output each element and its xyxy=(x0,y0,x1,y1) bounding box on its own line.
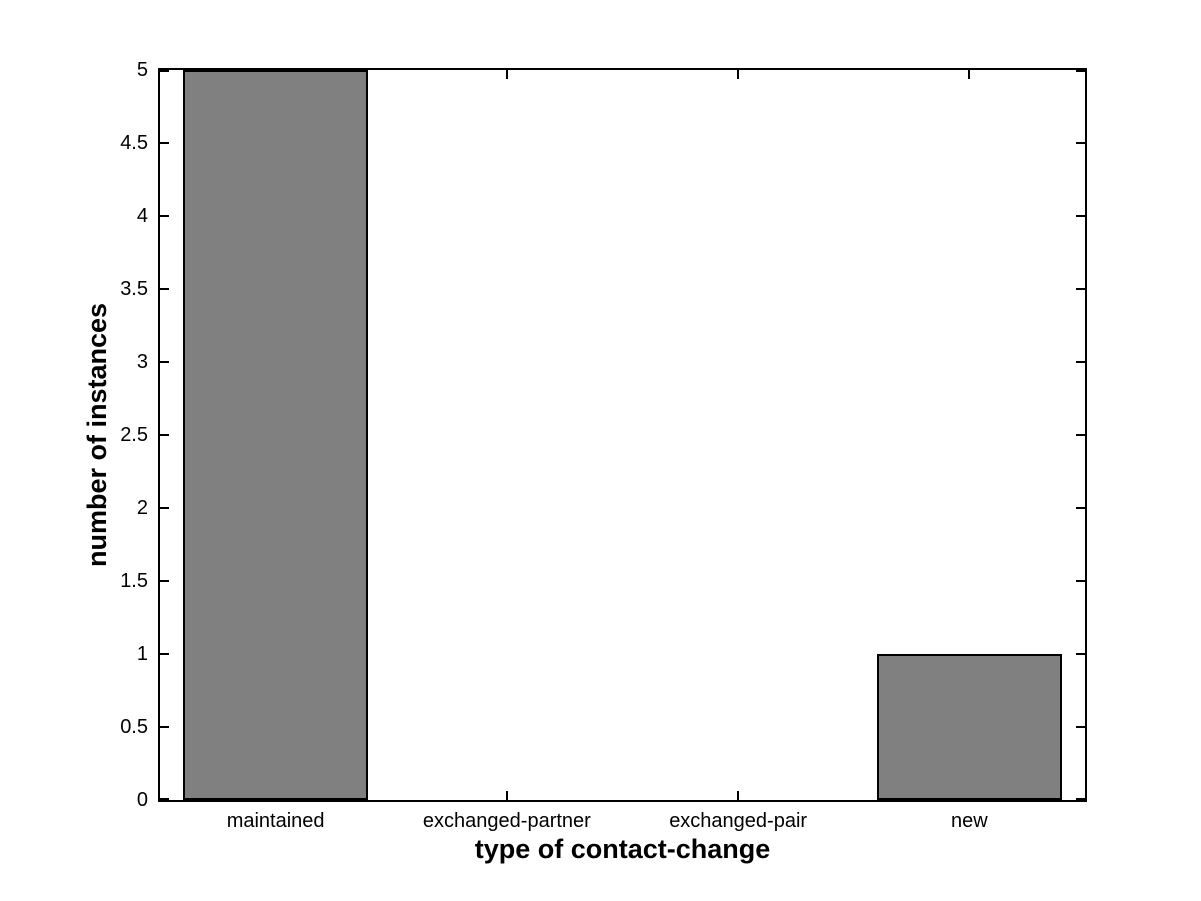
y-tick-label: 4.5 xyxy=(120,132,148,154)
y-tick-label: 2.5 xyxy=(120,424,148,446)
y-tick-left xyxy=(160,361,169,363)
y-tick-left xyxy=(160,215,169,217)
y-tick-left xyxy=(160,798,169,800)
y-tick-label: 1 xyxy=(136,643,148,665)
y-tick-right xyxy=(1076,653,1085,655)
x-tick-bottom xyxy=(505,791,508,800)
x-tick-label: exchanged-pair xyxy=(669,810,808,832)
plot-area xyxy=(158,68,1087,802)
x-tick-label: new xyxy=(951,810,988,832)
x-tick-top xyxy=(968,70,971,79)
bar-maintained xyxy=(183,70,369,800)
y-tick-right xyxy=(1076,215,1085,217)
y-tick-label: 1.5 xyxy=(120,570,148,592)
x-tick-top xyxy=(737,70,740,79)
y-tick-right xyxy=(1076,580,1085,582)
y-tick-left xyxy=(160,726,169,728)
y-tick-right xyxy=(1076,142,1085,144)
y-tick-right xyxy=(1076,507,1085,509)
y-tick-label: 3.5 xyxy=(120,278,148,300)
y-tick-label: 0 xyxy=(136,789,148,811)
y-tick-right xyxy=(1076,70,1085,72)
y-tick-right xyxy=(1076,361,1085,363)
y-tick-right xyxy=(1076,288,1085,290)
y-tick-label: 2 xyxy=(136,497,148,519)
x-tick-label: exchanged-partner xyxy=(422,810,591,832)
y-tick-left xyxy=(160,288,169,290)
y-tick-left xyxy=(160,70,169,72)
y-tick-left xyxy=(160,580,169,582)
y-tick-left xyxy=(160,142,169,144)
x-tick-top xyxy=(505,70,508,79)
y-tick-label: 0.5 xyxy=(120,716,148,738)
y-tick-label: 3 xyxy=(136,351,148,373)
bar-new xyxy=(876,654,1062,800)
x-tick-bottom xyxy=(737,791,740,800)
x-tick-label: maintained xyxy=(226,810,325,832)
y-tick-right xyxy=(1076,434,1085,436)
y-tick-left xyxy=(160,507,169,509)
y-tick-right xyxy=(1076,798,1085,800)
y-tick-label: 4 xyxy=(136,205,148,227)
bars-layer xyxy=(160,70,1085,800)
y-tick-label: 5 xyxy=(136,59,148,81)
y-tick-left xyxy=(160,653,169,655)
y-tick-left xyxy=(160,434,169,436)
y-axis-label: number of instances xyxy=(82,302,112,568)
y-tick-right xyxy=(1076,726,1085,728)
x-axis-label: type of contact-change xyxy=(474,834,771,864)
